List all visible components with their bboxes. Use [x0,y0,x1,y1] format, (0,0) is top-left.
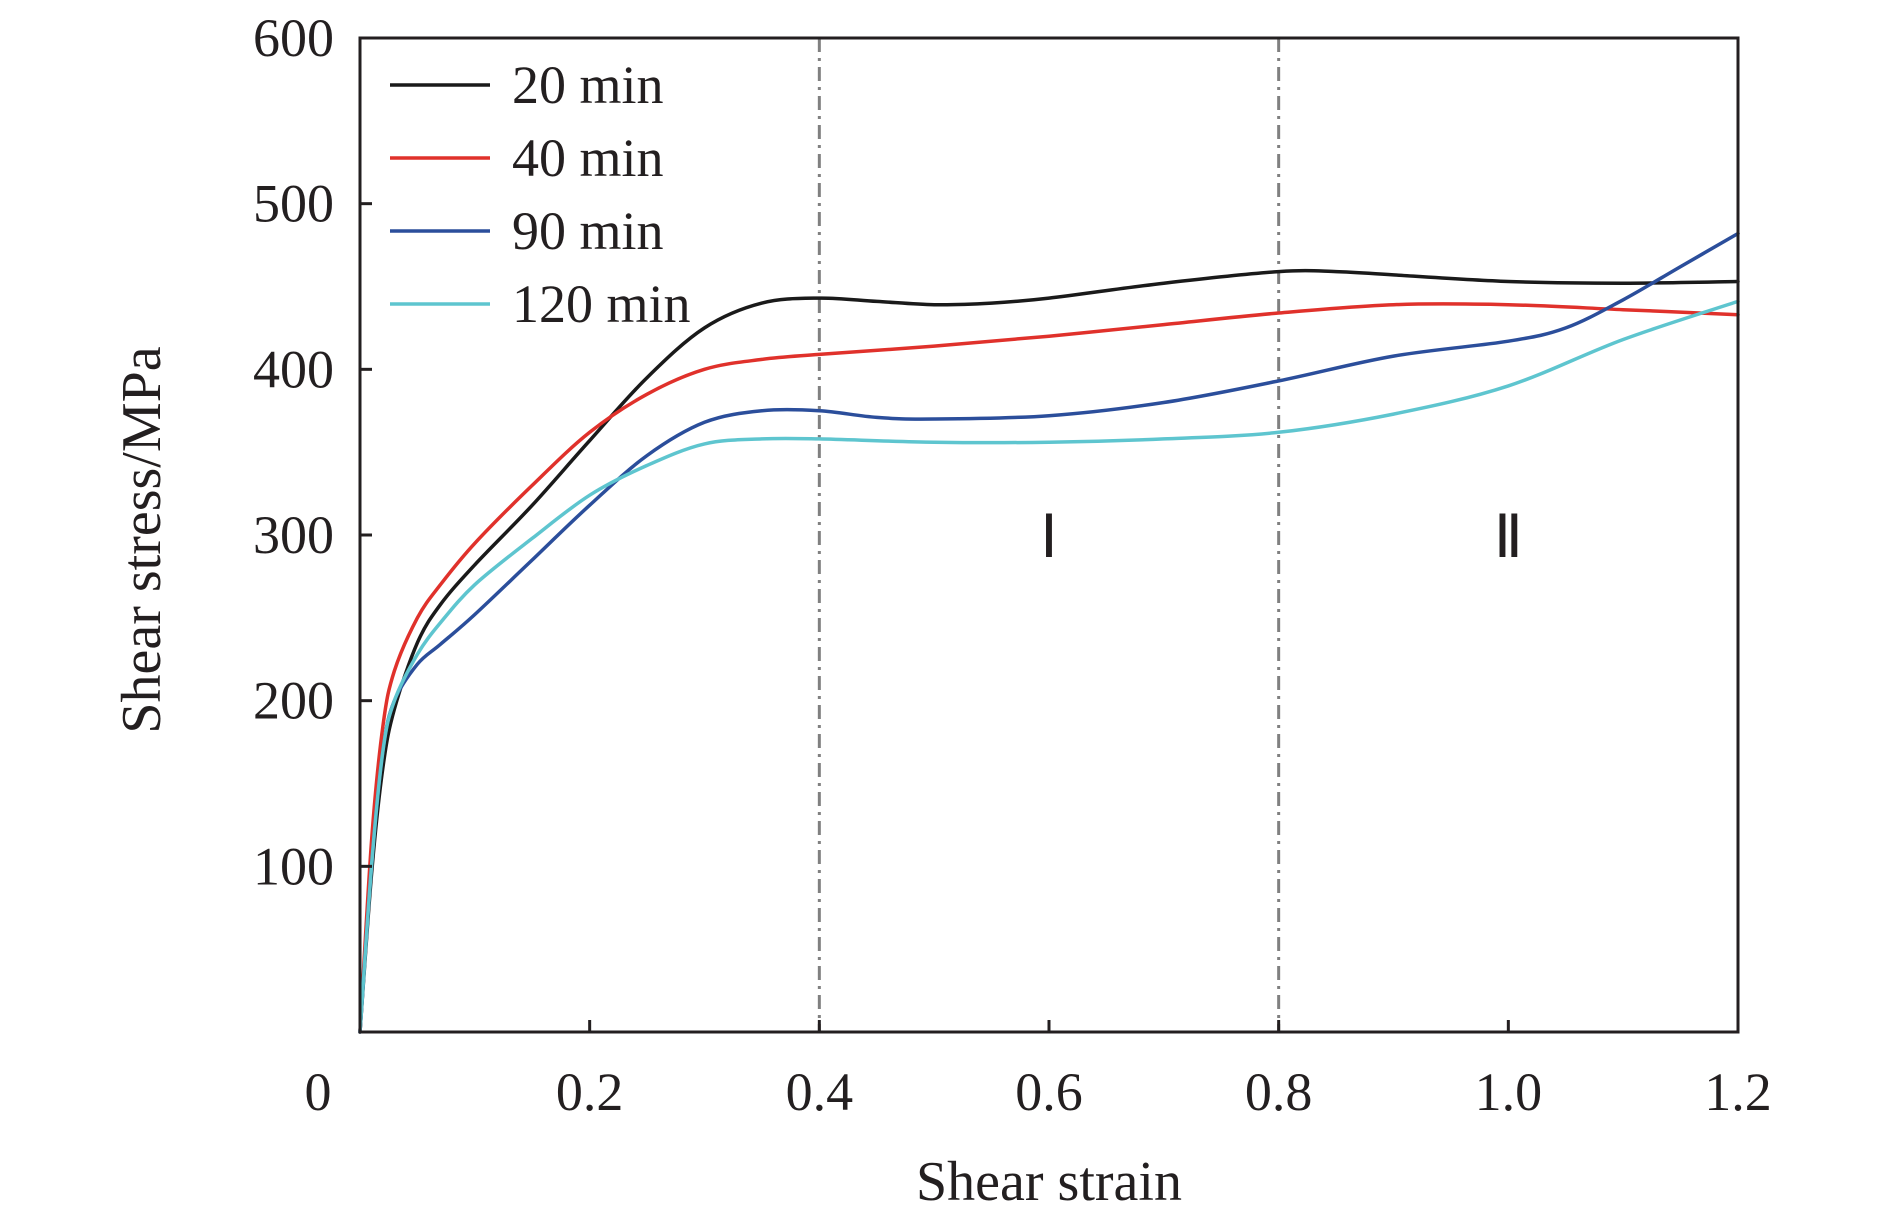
y-axis-ticks: 100 200 300 400 500 600 [253,8,372,896]
x-tick-label: 0.2 [556,1062,624,1122]
series-lines [358,231,1740,1034]
y-tick-label: 500 [253,174,334,234]
x-tick-label: 1.2 [1704,1062,1772,1122]
y-tick-label: 400 [253,339,334,399]
y-tick-label: 100 [253,836,334,896]
x-tick-label: 1.0 [1475,1062,1543,1122]
legend: 20 min 40 min 90 min 120 min [390,55,691,334]
legend-label: 40 min [512,128,664,188]
series-line-120-min [358,299,1740,1034]
y-tick-label: 300 [253,505,334,565]
series-line-40-min [358,302,1740,1034]
x-axis-title: Shear strain [916,1151,1182,1213]
x-axis-ticks: 0 0.2 0.4 0.6 0.8 1.0 1.2 [305,1020,1772,1122]
series-line-20-min [358,268,1740,1034]
reference-lines [817,38,1281,1032]
legend-label: 20 min [512,55,664,115]
x-tick-label: 0.8 [1245,1062,1313,1122]
region-label-2: Ⅱ [1494,504,1524,570]
y-tick-label: 600 [253,8,334,68]
y-axis-title: Shear stress/MPa [111,346,173,733]
legend-label: 90 min [512,201,664,261]
region-label-1: Ⅰ [1040,504,1058,570]
x-tick-label: 0.6 [1015,1062,1083,1122]
series-line-90-min [358,231,1740,1034]
y-tick-label: 200 [253,671,334,731]
x-tick-label: 0 [305,1062,332,1122]
x-tick-label: 0.4 [786,1062,854,1122]
legend-label: 120 min [512,274,691,334]
